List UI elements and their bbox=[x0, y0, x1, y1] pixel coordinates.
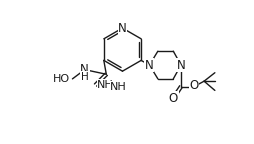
Text: NH: NH bbox=[97, 80, 114, 90]
Text: N: N bbox=[80, 63, 89, 76]
Text: N: N bbox=[177, 58, 185, 72]
Text: H: H bbox=[81, 72, 89, 82]
Text: NH: NH bbox=[110, 82, 127, 92]
Text: HO: HO bbox=[53, 74, 70, 84]
Text: O: O bbox=[169, 92, 178, 105]
Text: O: O bbox=[189, 78, 199, 92]
Text: N: N bbox=[145, 58, 154, 72]
Text: N: N bbox=[118, 22, 127, 35]
